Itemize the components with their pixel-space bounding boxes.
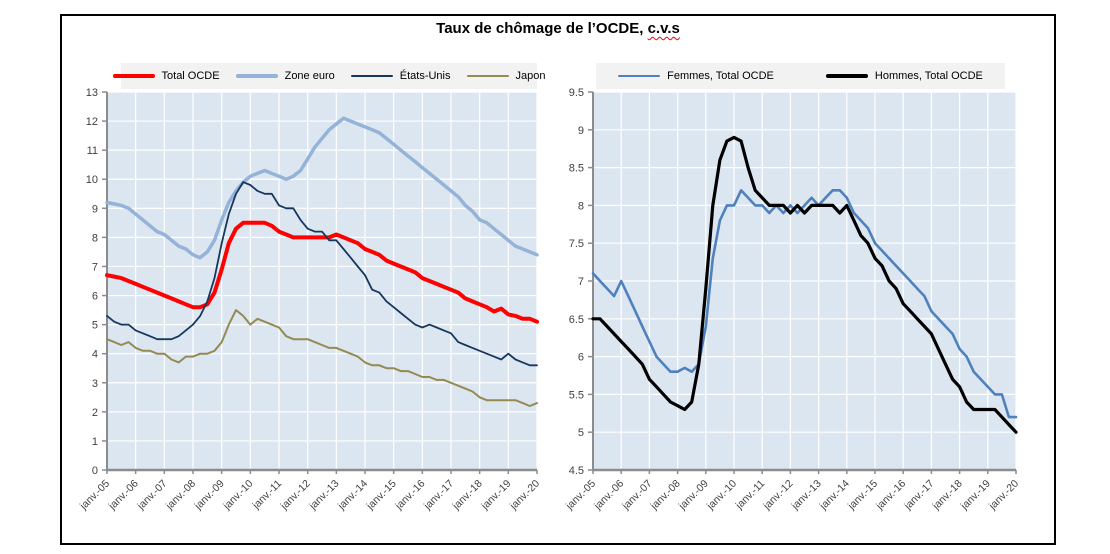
legend-label: États-Unis xyxy=(399,70,451,82)
x-tick-label: janv.-06 xyxy=(106,478,141,513)
x-tick-label: janv.-12 xyxy=(760,478,795,513)
line-swatch-icon xyxy=(235,74,278,78)
y-tick-label: 7.5 xyxy=(569,238,584,250)
line-chart-unemployment-by-gender: 4.555.566.577.588.599.5janv.-05janv.-06j… xyxy=(563,87,1021,513)
x-tick-label: janv.-08 xyxy=(163,478,198,513)
legend-label: Total OCDE xyxy=(161,70,220,82)
legend-left-chart: Total OCDE Zone euro États-Unis Japon xyxy=(112,63,545,89)
y-tick-label: 10 xyxy=(86,174,98,186)
y-tick-label: 0 xyxy=(92,465,98,477)
x-tick-label: janv.-20 xyxy=(986,478,1021,513)
y-tick-label: 8.5 xyxy=(569,163,584,175)
x-tick-label: janv.-16 xyxy=(873,478,908,513)
legend-right-chart: Femmes, Total OCDE Hommes, Total OCDE xyxy=(596,63,1005,89)
y-tick-label: 13 xyxy=(86,87,98,99)
x-tick-label: janv.-14 xyxy=(335,478,370,513)
y-tick-label: 7 xyxy=(92,261,98,273)
y-tick-label: 7 xyxy=(578,276,584,288)
chart-title-misspelled-word: c.v.s xyxy=(647,20,680,37)
legend-item-etats-unis: États-Unis xyxy=(350,70,451,82)
x-tick-label: janv.-07 xyxy=(619,478,654,513)
y-tick-label: 8 xyxy=(578,200,584,212)
x-tick-label: janv.-19 xyxy=(958,478,993,513)
series-line-femmes-total-ocde xyxy=(591,189,1018,419)
legend-item-japon: Japon xyxy=(466,70,546,82)
legend-item-zone-euro: Zone euro xyxy=(235,70,335,82)
y-tick-label: 1 xyxy=(92,436,98,448)
line-chart-unemployment-by-region: 012345678910111213janv.-05janv.-06janv.-… xyxy=(77,87,542,513)
chart-title-text: Taux de chômage de l’OCDE, xyxy=(436,20,648,37)
y-tick-label: 9 xyxy=(92,203,98,215)
x-tick-label: janv.-20 xyxy=(507,478,542,513)
line-swatch-icon xyxy=(618,74,661,78)
legend-item-femmes: Femmes, Total OCDE xyxy=(618,70,774,82)
line-swatch-icon xyxy=(112,74,155,78)
x-tick-label: janv.-07 xyxy=(134,478,169,513)
series-line-total-ocde xyxy=(105,220,539,324)
x-tick-label: janv.-09 xyxy=(676,478,711,513)
x-tick-label: janv.-12 xyxy=(278,478,313,513)
y-tick-label: 12 xyxy=(86,116,98,128)
y-tick-label: 6 xyxy=(578,352,584,364)
line-swatch-icon xyxy=(350,75,393,77)
y-tick-label: 6.5 xyxy=(569,314,584,326)
legend-item-total-ocde: Total OCDE xyxy=(112,70,220,82)
line-swatch-icon xyxy=(825,74,868,78)
x-tick-label: janv.-08 xyxy=(648,478,683,513)
y-tick-label: 8 xyxy=(92,232,98,244)
y-tick-label: 9.5 xyxy=(569,87,584,99)
x-tick-label: janv.-05 xyxy=(77,478,112,513)
y-tick-label: 5.5 xyxy=(569,389,584,401)
series-line-hommes-total-ocde xyxy=(591,135,1018,434)
y-tick-label: 2 xyxy=(92,407,98,419)
x-tick-label: janv.-06 xyxy=(591,478,626,513)
y-tick-label: 9 xyxy=(578,125,584,137)
x-tick-label: janv.-11 xyxy=(250,478,285,513)
y-tick-label: 6 xyxy=(92,291,98,303)
series-line-zone-euro xyxy=(105,116,539,260)
x-tick-label: janv.-10 xyxy=(220,478,255,513)
x-tick-label: janv.-14 xyxy=(817,478,852,513)
y-tick-label: 4.5 xyxy=(569,465,584,477)
legend-label: Hommes, Total OCDE xyxy=(874,70,983,82)
x-tick-label: janv.-18 xyxy=(450,478,485,513)
series-line-japon xyxy=(106,309,538,407)
legend-label: Femmes, Total OCDE xyxy=(667,70,774,82)
line-swatch-icon xyxy=(466,75,509,77)
x-tick-label: janv.-10 xyxy=(704,478,739,513)
x-tick-label: janv.-13 xyxy=(306,478,341,513)
series-line-etats-unis xyxy=(106,181,538,367)
y-tick-label: 5 xyxy=(578,427,584,439)
y-tick-label: 3 xyxy=(92,378,98,390)
x-tick-label: janv.-09 xyxy=(192,478,227,513)
x-tick-label: janv.-13 xyxy=(789,478,824,513)
x-tick-label: janv.-15 xyxy=(845,478,880,513)
x-tick-label: janv.-19 xyxy=(478,478,513,513)
x-tick-label: janv.-17 xyxy=(421,478,456,513)
x-tick-label: janv.-17 xyxy=(901,478,936,513)
chart-title: Taux de chômage de l’OCDE, c.v.s xyxy=(60,20,1056,37)
x-tick-label: janv.-11 xyxy=(733,478,768,513)
plot-area xyxy=(107,92,537,470)
y-tick-label: 4 xyxy=(92,349,98,361)
legend-item-hommes: Hommes, Total OCDE xyxy=(825,70,983,82)
y-tick-label: 11 xyxy=(87,145,98,157)
y-tick-label: 5 xyxy=(92,320,98,332)
x-tick-label: janv.-16 xyxy=(392,478,427,513)
legend-label: Zone euro xyxy=(284,70,335,82)
x-tick-label: janv.-18 xyxy=(930,478,965,513)
legend-label: Japon xyxy=(515,70,546,82)
x-tick-label: janv.-05 xyxy=(563,478,598,513)
x-tick-label: janv.-15 xyxy=(364,478,399,513)
